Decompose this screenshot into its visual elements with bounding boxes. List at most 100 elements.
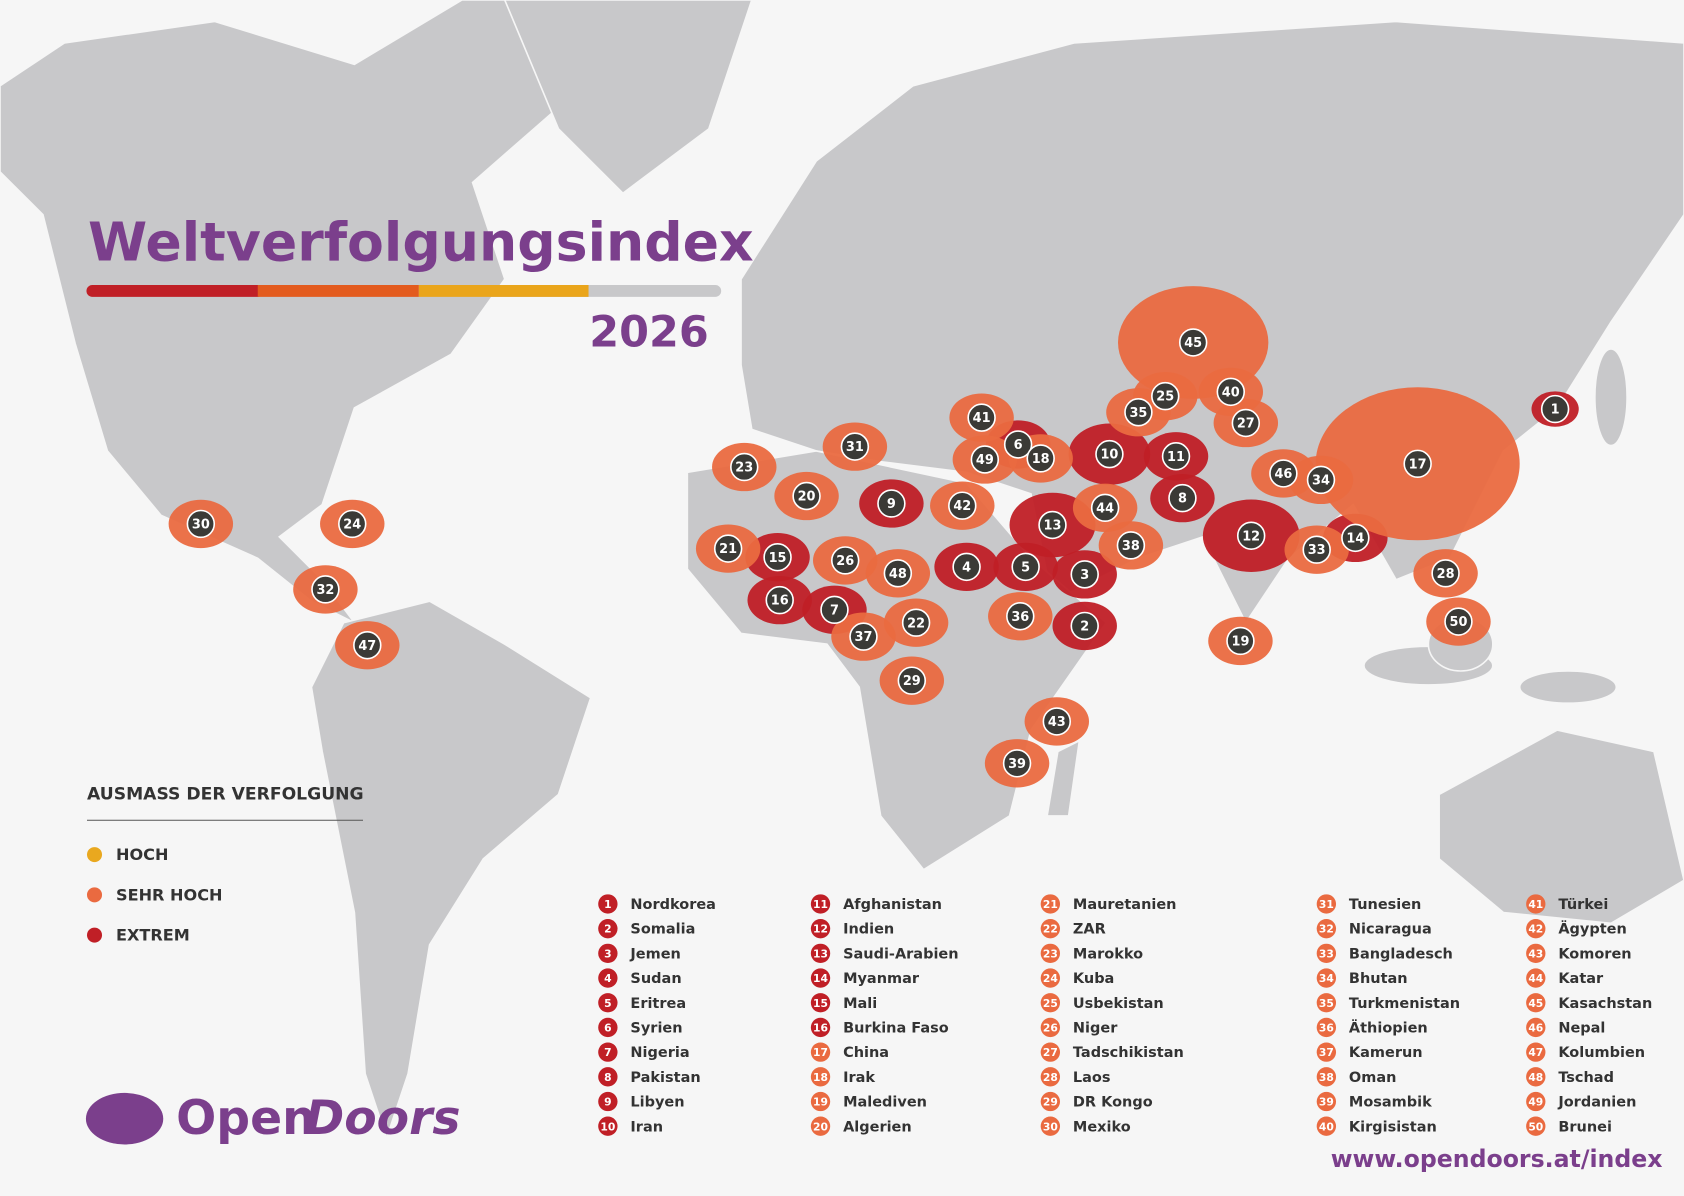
list-rank-dot: [1040, 1042, 1061, 1062]
list-rank: 5: [604, 997, 611, 1010]
list-rank-dot: [598, 919, 618, 939]
list-rank: 10: [600, 1120, 615, 1133]
list-country: Niger: [1073, 1021, 1118, 1037]
map-marker: [1070, 560, 1099, 589]
list-country: Somalia: [630, 922, 695, 938]
list-rank-dot: [1316, 1116, 1337, 1136]
map-marker-number: 26: [836, 554, 854, 569]
list-country: Indien: [843, 922, 894, 938]
list-rank-dot: [1040, 1116, 1061, 1136]
map-marker: [1042, 707, 1072, 736]
map-marker: [1161, 442, 1191, 471]
list-rank: 13: [813, 947, 828, 960]
list-rank-dot: [598, 894, 618, 914]
list-rank-dot: [1316, 943, 1337, 964]
south-america: [310, 600, 592, 1141]
list-country: Kolumbien: [1558, 1045, 1645, 1061]
japan: [1594, 348, 1628, 447]
list-country: Algerien: [843, 1119, 912, 1135]
map-marker-number: 46: [1274, 467, 1292, 482]
list-rank-dot: [1526, 894, 1546, 914]
map-marker-number: 25: [1156, 390, 1174, 405]
list-rank-dot: [1316, 968, 1337, 988]
list-rank: 50: [1528, 1120, 1543, 1133]
list-country: Katar: [1558, 971, 1604, 987]
map-marker: [948, 491, 977, 520]
list-rank: 31: [1319, 898, 1334, 911]
list-rank: 36: [1319, 1022, 1334, 1035]
map-marker: [1178, 328, 1208, 357]
list-rank: 48: [1528, 1071, 1543, 1084]
map-marker-number: 45: [1184, 336, 1202, 351]
list-rank-dot: [810, 1116, 831, 1136]
map-marker: [970, 445, 1000, 474]
map-marker: [338, 509, 367, 539]
list-country: Afghanistan: [843, 897, 942, 913]
list-country: Usbekistan: [1073, 996, 1164, 1012]
list-country: Brunei: [1558, 1119, 1612, 1135]
list-rank: 16: [813, 1022, 828, 1035]
list-rank-dot: [1526, 1017, 1546, 1038]
legend-dot: [86, 887, 103, 903]
map-marker-number: 10: [1100, 448, 1118, 463]
map-marker-number: 47: [358, 639, 376, 654]
url: www.opendoors.at/index: [1331, 1145, 1663, 1173]
map-marker: [901, 608, 931, 637]
list-rank: 42: [1528, 923, 1543, 936]
list-rank: 37: [1319, 1046, 1334, 1059]
list-rank: 27: [1043, 1046, 1058, 1059]
map-marker: [897, 666, 927, 695]
list-rank-dot: [598, 1067, 618, 1087]
map-marker-number: 38: [1122, 539, 1140, 554]
map-marker: [820, 595, 849, 625]
list-rank: 25: [1043, 997, 1058, 1010]
list-rank: 35: [1319, 997, 1334, 1010]
map-marker: [1026, 444, 1055, 473]
map-marker: [1231, 408, 1261, 438]
list-country: Saudi-Arabien: [843, 946, 958, 962]
list-rank: 38: [1319, 1071, 1334, 1084]
list-rank-dot: [810, 943, 831, 964]
legend-title: AUSMASS DER VERFOLGUNG: [87, 784, 364, 804]
list-country: Iran: [630, 1119, 663, 1135]
map-marker-number: 33: [1308, 543, 1326, 558]
map-marker: [1236, 521, 1266, 550]
list-rank: 34: [1319, 972, 1334, 985]
map-marker-number: 36: [1011, 610, 1029, 625]
list-rank: 44: [1528, 972, 1543, 985]
country-list: 1 Nordkorea 2 Somalia 3 Jemen 4 Sudan 5 Eritrea 6 S…: [598, 894, 1652, 1136]
list-rank: 28: [1043, 1071, 1058, 1084]
map-marker-number: 14: [1346, 531, 1364, 546]
list-rank-dot: [1526, 919, 1546, 939]
map-marker: [830, 546, 860, 575]
map-marker: [1269, 459, 1298, 488]
map-marker: [967, 403, 996, 432]
map-marker-number: 34: [1312, 473, 1330, 488]
legend-dot: [86, 927, 103, 943]
map-marker-number: 40: [1222, 385, 1240, 400]
map-marker: [765, 585, 794, 615]
map-marker: [1003, 430, 1033, 459]
map-marker-number: 35: [1129, 406, 1147, 421]
map-marker-number: 23: [735, 461, 753, 476]
list-rank-dot: [1040, 993, 1061, 1013]
map-marker-number: 12: [1242, 529, 1260, 544]
list-country: China: [843, 1045, 889, 1061]
map-marker: [1226, 626, 1255, 656]
map-marker-number: 24: [343, 517, 361, 532]
list-rank-dot: [1526, 993, 1546, 1013]
list-rank: 20: [813, 1120, 828, 1133]
map-marker: [763, 542, 792, 572]
list-country: Laos: [1073, 1070, 1111, 1086]
title: Weltverfolgungsindex: [88, 211, 754, 274]
map-marker-number: 32: [316, 583, 334, 598]
logo-icon: [85, 1092, 164, 1145]
list-rank: 3: [604, 947, 611, 960]
map-marker-number: 18: [1032, 452, 1050, 467]
map-marker-number: 2: [1080, 619, 1089, 634]
list-country: Marokko: [1073, 946, 1143, 962]
list-rank-dot: [810, 1042, 831, 1062]
map-marker-number: 19: [1231, 635, 1249, 650]
list-rank: 8: [604, 1071, 611, 1084]
